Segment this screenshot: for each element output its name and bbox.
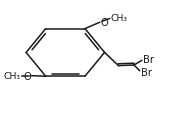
Text: Br: Br — [141, 67, 152, 77]
Text: CH₃: CH₃ — [4, 72, 21, 80]
Text: Br: Br — [143, 55, 154, 65]
Text: O: O — [24, 71, 31, 81]
Text: CH₃: CH₃ — [111, 14, 127, 23]
Text: O: O — [100, 18, 108, 28]
